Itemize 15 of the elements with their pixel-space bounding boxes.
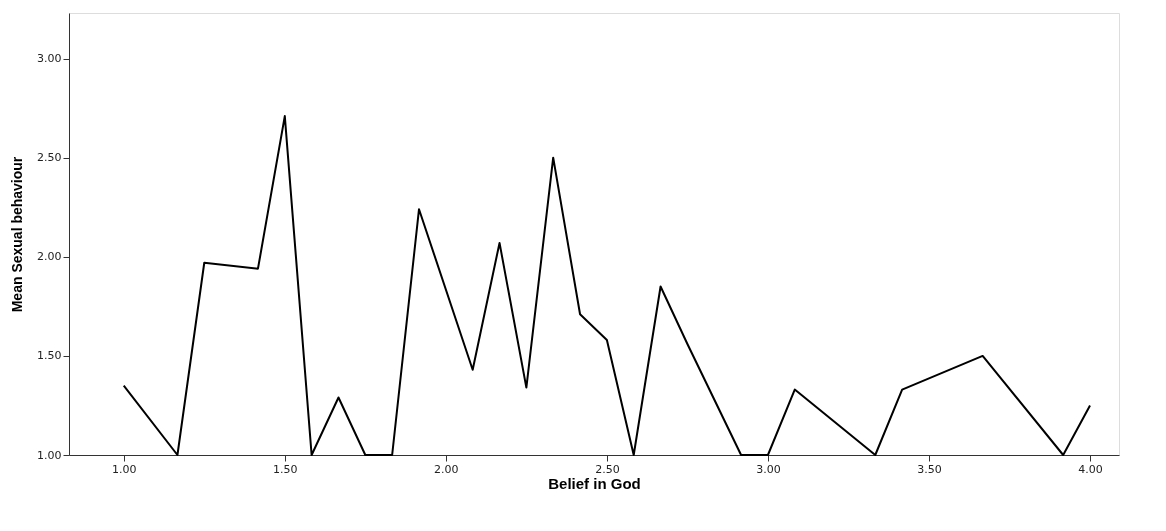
x-tick-label: 2.50 [595,462,620,476]
y-tick-label: 2.50 [37,151,62,165]
y-axis-title: Mean Sexual behaviour [9,156,26,313]
x-axis-title: Belief in God [548,474,641,492]
y-tick-label: 1.50 [37,349,62,363]
y-tick-label: 2.00 [37,250,62,264]
x-tick-label: 3.50 [917,462,942,476]
x-tick-label: 3.00 [756,462,781,476]
y-tick-label: 1.00 [37,448,62,462]
x-tick-label: 1.00 [112,462,137,476]
x-tick-label: 1.50 [273,462,298,476]
line-series [122,115,1092,456]
x-tick-label: 4.00 [1078,462,1103,476]
y-tick-label: 3.00 [37,52,62,66]
x-tick-label: 2.00 [434,462,459,476]
